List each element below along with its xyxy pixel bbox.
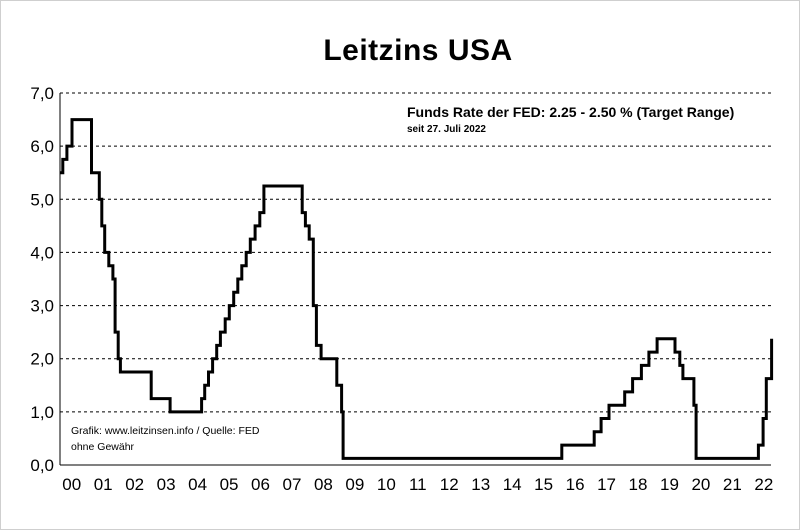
y-tick-label: 5,0	[30, 190, 54, 209]
y-tick-label: 7,0	[30, 84, 54, 103]
x-tick-label: 06	[251, 475, 270, 494]
x-tick-label: 14	[503, 475, 522, 494]
x-tick-label: 15	[534, 475, 553, 494]
axes	[59, 93, 771, 466]
since-annotation: seit 27. Juli 2022	[407, 124, 486, 135]
y-tick-label: 0,0	[30, 456, 54, 475]
x-tick-label: 10	[377, 475, 396, 494]
x-tick-label: 07	[282, 475, 301, 494]
x-tick-label: 21	[723, 475, 742, 494]
x-tick-label: 11	[409, 475, 427, 494]
x-tick-label: 13	[471, 475, 490, 494]
series-line	[60, 118, 774, 460]
series-layer	[60, 118, 774, 460]
tick-labels: 0,0 1,0 2,0 3,0 4,0 5,0 6,0 7,0 00 01 02 03 04 05 06 07…	[30, 84, 773, 494]
x-tick-label: 05	[220, 475, 239, 494]
grid-lines	[60, 92, 771, 413]
x-tick-label: 16	[566, 475, 585, 494]
y-tick-label: 2,0	[30, 350, 54, 369]
disclaimer-annotation: ohne Gewähr	[71, 441, 135, 453]
x-tick-label: 19	[660, 475, 679, 494]
x-tick-label: 09	[345, 475, 364, 494]
x-tick-label: 08	[314, 475, 333, 494]
x-tick-label: 03	[157, 475, 176, 494]
y-tick-label: 6,0	[30, 137, 54, 156]
x-tick-label: 01	[94, 475, 113, 494]
x-tick-label: 18	[629, 475, 648, 494]
source-annotation: Grafik: www.leitzinsen.info / Quelle: FE…	[71, 425, 260, 437]
x-tick-label: 02	[125, 475, 144, 494]
x-tick-label: 12	[440, 475, 459, 494]
chart-title: Leitzins USA	[323, 34, 513, 67]
y-tick-label: 1,0	[30, 403, 54, 422]
x-tick-label: 22	[754, 475, 773, 494]
x-tick-label: 04	[188, 475, 207, 494]
y-tick-label: 4,0	[30, 243, 54, 262]
y-tick-label: 3,0	[30, 297, 54, 316]
rate-annotation: Funds Rate der FED: 2.25 - 2.50 % (Targe…	[407, 104, 735, 120]
x-tick-label: 17	[597, 475, 616, 494]
x-tick-label: 00	[62, 475, 81, 494]
x-tick-label: 20	[691, 475, 710, 494]
